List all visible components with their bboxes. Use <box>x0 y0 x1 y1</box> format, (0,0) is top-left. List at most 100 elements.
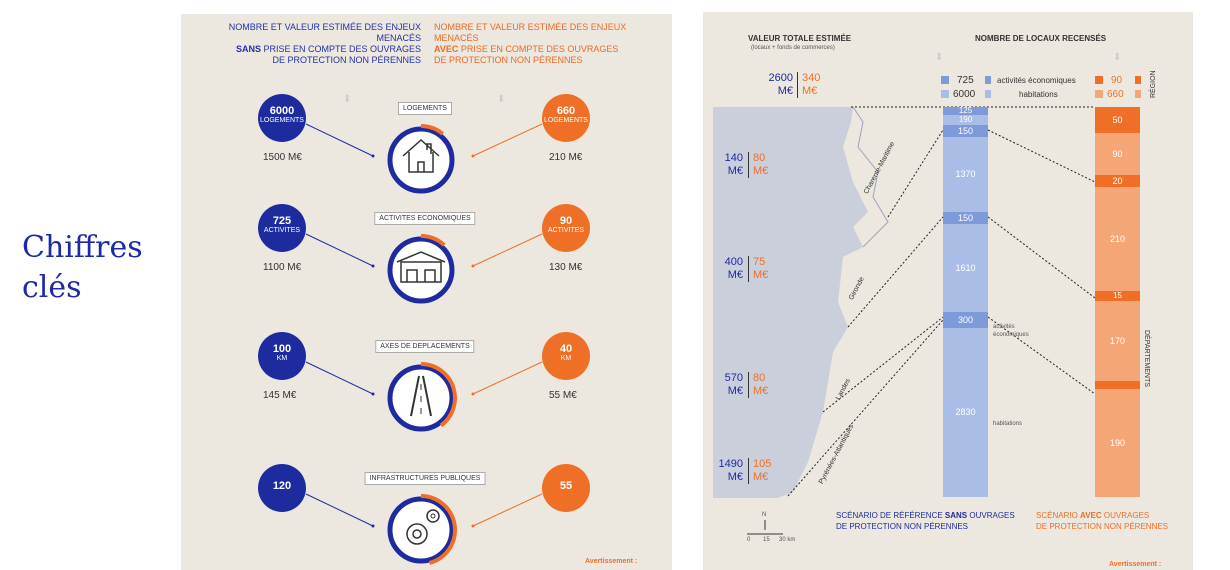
value-sans: 1100 M€ <box>263 262 302 273</box>
bar-segment-hab: 170 <box>1095 301 1140 381</box>
header-avec: NOMBRE ET VALEUR ESTIMÉE DES ENJEUX MENA… <box>434 22 670 66</box>
bubble-sans: 6000 LOGEMENTS <box>258 94 306 142</box>
dept-value-avec: 105 M€ <box>753 458 771 484</box>
header-avec-bold: AVEC <box>434 44 459 54</box>
bar-segment-act: 150 <box>943 212 988 224</box>
total-orange: 340 M€ <box>802 72 820 98</box>
dept-value-avec: 80 M€ <box>753 152 768 178</box>
divider <box>748 256 749 282</box>
total-orange-value: 340 <box>802 72 821 84</box>
bar-segment-act: 15 <box>1095 291 1140 301</box>
dept-value-avec-number: 75 <box>753 256 766 268</box>
bar-segment-hab: 90 <box>1095 133 1140 175</box>
legend-act-label: activités économiques <box>997 76 1076 85</box>
valeur-subtitle: (locaux + fonds de commerces) <box>751 45 835 51</box>
category-ring <box>387 124 455 194</box>
north-arrow <box>747 520 783 535</box>
dept-value-avec-number: 105 <box>753 458 772 470</box>
dept-value-sans-number: 1490 <box>718 458 743 470</box>
value-avec: 55 M€ <box>549 390 577 401</box>
scale-15: 15 <box>763 537 770 543</box>
scenario-avec-text3: DE PROTECTION NON PÉRENNES <box>1036 522 1169 531</box>
total-blue-unit: M€ <box>777 85 793 97</box>
scale-0: 0 <box>747 537 751 543</box>
category-label: AXES DE DEPLACEMENTS <box>375 340 475 353</box>
divider <box>748 458 749 484</box>
scenario-sans-bold: SANS <box>944 511 968 520</box>
bubble-avec: 660 LOGEMENTS <box>542 94 590 142</box>
dept-value-avec-number: 80 <box>753 372 766 384</box>
legend-hab-label: habitations <box>1019 90 1058 99</box>
scenario-sans: SCÉNARIO DE RÉFÉRENCE SANS OUVRAGES DE PR… <box>836 510 1026 532</box>
dept-value-sans-number: 570 <box>724 372 743 384</box>
bubble-sans: 725 ACTIVITES <box>258 204 306 252</box>
side-label-act: activités économiques <box>993 324 1029 338</box>
header-sans-bold: SANS <box>235 44 261 54</box>
bubble-sans-number: 100 <box>272 343 292 355</box>
bar-segment-act: 20 <box>1095 175 1140 187</box>
valeur-title: VALEUR TOTALE ESTIMÉE <box>748 34 852 43</box>
header-avec-line1: NOMBRE ET VALEUR ESTIMÉE DES ENJEUX MENA… <box>434 22 627 43</box>
dept-value-sans-unit: M€ <box>727 269 743 281</box>
dept-value-avec-unit: M€ <box>753 269 769 281</box>
infographic-locaux-panel: VALEUR TOTALE ESTIMÉE (locaux + fonds de… <box>703 12 1193 570</box>
bubble-sans-unit: KM <box>276 355 288 362</box>
legend-swatch-hab <box>941 90 949 98</box>
legend-orange-hab: 660 <box>1107 89 1124 100</box>
legend-swatch-act <box>941 76 949 84</box>
bubble-avec-unit: KM <box>560 355 572 362</box>
arrow-down-icon: ⬇ <box>343 94 352 105</box>
gears-icon <box>406 509 440 545</box>
scenario-avec: SCÉNARIO AVEC OUVRAGES DE PROTECTION NON … <box>1036 510 1186 532</box>
bubble-sans: 120 <box>258 464 306 512</box>
header-sans-line1: NOMBRE ET VALEUR ESTIMÉE DES ENJEUX MENA… <box>228 22 421 43</box>
bubble-avec-number: 90 <box>559 215 573 227</box>
header-avec-line3: DE PROTECTION NON PÉRENNES <box>434 55 583 65</box>
bubble-sans-number: 120 <box>272 480 292 492</box>
region-label: RÉGION <box>1150 70 1157 98</box>
shop-icon <box>396 251 446 283</box>
divider <box>797 72 798 98</box>
total-blue-value: 2600 <box>768 72 793 84</box>
legend-tick <box>985 90 991 98</box>
scenario-avec-text: SCÉNARIO <box>1036 511 1081 520</box>
category-ring <box>387 234 455 304</box>
side-label-hab: habitations <box>993 421 1023 427</box>
north-label: N <box>762 512 767 518</box>
value-avec: 130 M€ <box>549 262 583 273</box>
ring-avec-share <box>420 124 444 136</box>
bar-segment-hab: 210 <box>1095 187 1140 291</box>
category-label: LOGEMENTS <box>398 102 452 115</box>
bubble-sans-unit: LOGEMENTS <box>260 117 304 124</box>
bubble-avec: 55 <box>542 464 590 512</box>
page-title: Chiffres clés <box>22 230 143 305</box>
scenario-avec-bold: AVEC <box>1080 511 1102 520</box>
bar-segment-hab: 1610 <box>943 224 988 312</box>
scenario-sans-text: SCÉNARIO DE RÉFÉRENCE <box>836 511 945 520</box>
ring-avec-share <box>420 234 446 247</box>
category-label: ACTIVITES ECONOMIQUES <box>374 212 476 225</box>
legend-blue-act: 725 <box>957 75 974 86</box>
legend-swatch-orange-act <box>1095 76 1103 84</box>
bar-segment-act <box>1095 381 1140 389</box>
dept-value-sans-unit: M€ <box>727 165 743 177</box>
bubble-avec-number: 55 <box>559 480 573 492</box>
bar-segment-act: 300 <box>943 312 988 328</box>
bubble-sans-unit: ACTIVITES <box>263 227 301 234</box>
house-icon <box>402 138 440 173</box>
dept-value-avec-unit: M€ <box>753 165 769 177</box>
infographic-enjeux-panel: NOMBRE ET VALEUR ESTIMÉE DES ENJEUX MENA… <box>181 14 672 570</box>
legend-swatch-orange-hab <box>1095 90 1103 98</box>
bar-segment-hab: 190 <box>1095 389 1140 497</box>
warning-label: Avertissement : <box>585 558 638 565</box>
legend-tick <box>985 76 991 84</box>
header-avec-line2: PRISE EN COMPTE DES OUVRAGES <box>458 44 619 54</box>
dept-value-avec: 75 M€ <box>753 256 768 282</box>
header-sans-line3: DE PROTECTION NON PÉRENNES <box>272 55 421 65</box>
dept-value-sans: 400 M€ <box>717 256 743 282</box>
header-sans: NOMBRE ET VALEUR ESTIMÉE DES ENJEUX MENA… <box>187 22 421 66</box>
dept-value-sans: 570 M€ <box>717 372 743 398</box>
connector-lines <box>305 493 543 528</box>
legend-blue-hab: 6000 <box>953 89 976 100</box>
ring-avec-share <box>420 494 457 565</box>
